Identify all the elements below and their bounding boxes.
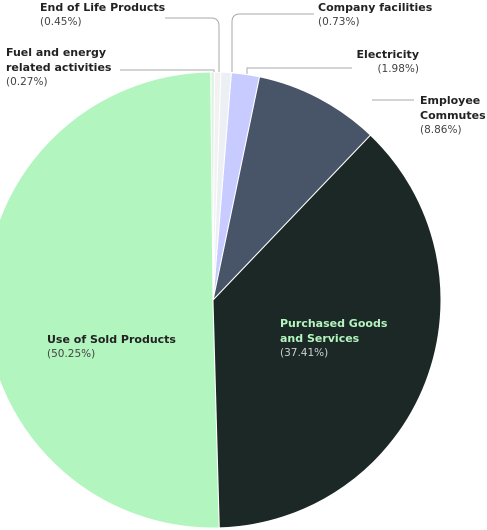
leader-line: [246, 67, 352, 74]
label-value: (0.73%): [318, 16, 360, 28]
label-value: (1.98%): [377, 63, 419, 75]
leader-line: [165, 17, 220, 72]
label-name: Purchased Goods and Services: [280, 317, 388, 345]
label-name: End of Life Products: [40, 1, 166, 14]
pie-slice: [212, 76, 372, 302]
label-value: (8.86%): [420, 124, 462, 136]
pie-slice: [0, 71, 220, 529]
label-value: (0.45%): [40, 16, 82, 28]
label-name: Fuel and energy related activities: [6, 46, 112, 74]
slice-label: Purchased Goods and Services (37.41%): [280, 316, 410, 361]
label-value: (50.25%): [47, 348, 96, 360]
label-name: Electricity: [356, 48, 419, 61]
slice-label: Fuel and energy related activities (0.27%…: [6, 45, 126, 90]
slice-label: Electricity (1.98%): [300, 47, 419, 77]
slice-label: End of Life Products (0.45%): [40, 0, 200, 30]
leader-line: [120, 69, 215, 72]
pie-slice: [212, 134, 442, 529]
slice-label: Company facilities (0.73%): [318, 0, 478, 30]
pie-slice: [212, 71, 232, 301]
leader-line: [231, 13, 314, 72]
label-name: Company facilities: [318, 1, 433, 14]
slice-label: Use of Sold Products (50.25%): [47, 332, 207, 362]
label-value: (0.27%): [6, 76, 48, 88]
label-name: Use of Sold Products: [47, 333, 176, 346]
slice-label: Employee Commutes (8.86%): [420, 93, 487, 138]
label-value: (37.41%): [280, 347, 329, 359]
label-name: Employee Commutes: [420, 94, 486, 122]
